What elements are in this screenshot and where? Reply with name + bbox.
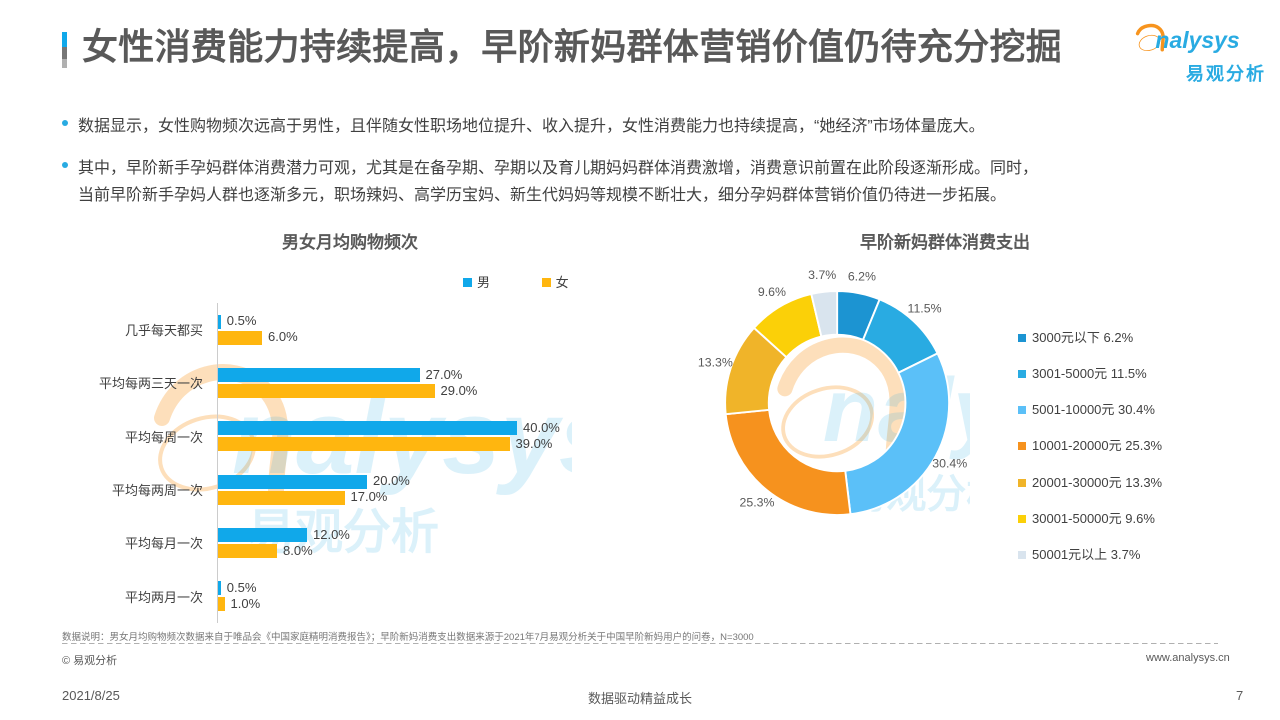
svg-text:13.3%: 13.3% bbox=[698, 355, 733, 369]
svg-text:3.7%: 3.7% bbox=[808, 268, 836, 282]
svg-text:nalysys: nalysys bbox=[1155, 27, 1239, 53]
svg-text:25.3%: 25.3% bbox=[740, 495, 775, 509]
svg-text:30.4%: 30.4% bbox=[932, 456, 967, 470]
svg-text:9.6%: 9.6% bbox=[758, 285, 786, 299]
svg-text:6.2%: 6.2% bbox=[848, 270, 876, 284]
svg-text:11.5%: 11.5% bbox=[908, 302, 942, 316]
